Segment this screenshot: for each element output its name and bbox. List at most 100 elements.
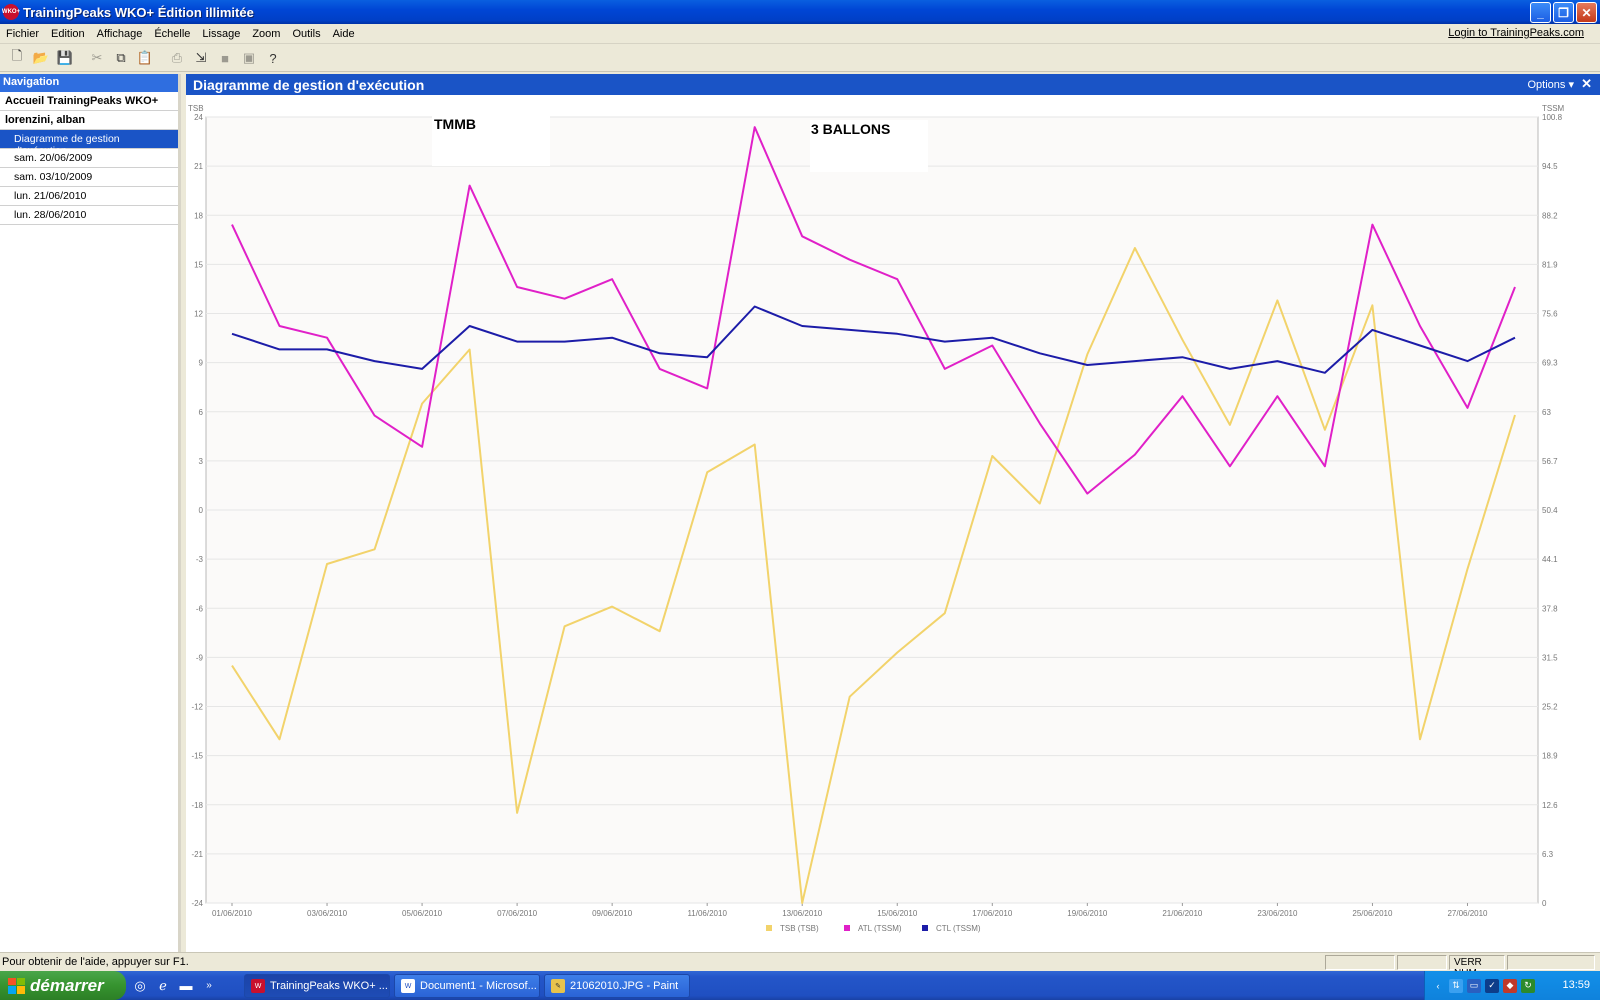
y2-tick-label: 18.9	[1542, 752, 1558, 761]
y2-tick-label: 6.3	[1542, 850, 1554, 859]
y-tick-label: 12	[194, 310, 203, 319]
y-tick-label: -15	[191, 752, 203, 761]
legend-swatch	[844, 925, 850, 931]
y2-tick-label: 88.2	[1542, 211, 1558, 220]
antivirus-icon[interactable]: ✓	[1485, 978, 1499, 993]
y-tick-label: 21	[194, 162, 203, 171]
internet-explorer-icon[interactable]: ℯ	[159, 977, 167, 993]
security-icon[interactable]: ◆	[1503, 978, 1517, 993]
start-label: démarrer	[30, 975, 104, 995]
x-tick-label: 23/06/2010	[1257, 909, 1298, 918]
taskbar: démarrer ◎ ℯ ▬ » W TrainingPeaks WKO+ ..…	[0, 971, 1600, 1000]
series-line-atl	[231, 126, 1516, 495]
tray-arrow-icon[interactable]: ‹	[1436, 980, 1440, 991]
y-tick-label: 6	[199, 408, 204, 417]
restore-button[interactable]: ❐	[1553, 2, 1574, 23]
x-tick-label: 05/06/2010	[402, 909, 443, 918]
navigation-title: Navigation	[0, 74, 178, 92]
nav-home[interactable]: Accueil TrainingPeaks WKO+	[0, 92, 178, 111]
legend-label: CTL (TSSM)	[936, 924, 981, 933]
export-icon[interactable]: ⇲	[195, 50, 207, 65]
legend-label: ATL (TSSM)	[858, 924, 902, 933]
task-label: 21062010.JPG - Paint	[570, 980, 679, 992]
menu-edition[interactable]: Edition	[51, 27, 85, 40]
menu-bar: Fichier Edition Affichage Échelle Lissag…	[0, 24, 1600, 44]
task-word-document[interactable]: W Document1 - Microsof...	[394, 974, 540, 998]
word-icon: W	[401, 979, 415, 993]
cut-icon[interactable]: ✂	[91, 50, 103, 65]
task-label: Document1 - Microsof...	[420, 980, 537, 992]
status-bar: Pour obtenir de l'aide, appuyer sur F1. …	[0, 952, 1600, 979]
folder-icon[interactable]: ▬	[179, 978, 193, 993]
x-tick-label: 27/06/2010	[1447, 909, 1488, 918]
x-tick-label: 13/06/2010	[782, 909, 823, 918]
close-panel-icon[interactable]: ✕	[1581, 76, 1592, 91]
annotation-3-ballons: 3 BALLONS	[811, 121, 891, 137]
options-menu[interactable]: Options ▾	[1527, 79, 1575, 91]
y2-tick-label: 69.3	[1542, 359, 1558, 368]
chart-panel: Diagramme de gestion d'exécution Options…	[186, 74, 1600, 952]
y2-tick-label: 100.8	[1542, 113, 1563, 122]
y2-tick-label: 50.4	[1542, 506, 1558, 515]
x-tick-label: 21/06/2010	[1162, 909, 1203, 918]
performance-chart[interactable]: -24 0 -21 6.3 -18 12.6 -15 18.9 -12 25.2 -9 31.5 -6 3…	[186, 95, 1600, 952]
app-logo-icon: WKO+	[2, 4, 20, 20]
nav-item-date[interactable]: lun. 21/06/2010	[0, 187, 178, 206]
x-tick-label: 01/06/2010	[212, 909, 253, 918]
chart-panel-header: Diagramme de gestion d'exécution Options…	[186, 74, 1600, 95]
stop-icon[interactable]: ■	[221, 50, 229, 66]
close-button[interactable]: ✕	[1576, 2, 1597, 23]
y2-tick-label: 94.5	[1542, 162, 1558, 171]
monitor-icon[interactable]: ▭	[1467, 978, 1481, 993]
y2-axis-label: TSSM	[1542, 104, 1565, 113]
print-icon[interactable]: ⎙	[171, 50, 183, 65]
menu-outils[interactable]: Outils	[292, 27, 321, 40]
nav-item-date[interactable]: sam. 20/06/2009	[0, 149, 178, 168]
login-link[interactable]: Login to TrainingPeaks.com	[1448, 27, 1584, 39]
paste-icon[interactable]: 📋	[136, 50, 154, 65]
task-paint[interactable]: ✎ 21062010.JPG - Paint	[544, 974, 690, 998]
menu-aide[interactable]: Aide	[332, 27, 355, 40]
y-tick-label: -24	[191, 899, 203, 908]
desktop-icon[interactable]: ◎	[134, 977, 146, 993]
menu-affichage[interactable]: Affichage	[96, 27, 143, 40]
y-tick-label: -6	[196, 604, 204, 613]
annotation-box	[432, 114, 550, 166]
start-button[interactable]: démarrer	[0, 971, 126, 1000]
more-quicklaunch-icon[interactable]: »	[206, 980, 212, 991]
y-tick-label: -18	[191, 801, 203, 810]
network-icon[interactable]: ⇅	[1449, 978, 1463, 993]
x-tick-label: 03/06/2010	[307, 909, 348, 918]
copy-icon[interactable]: ⧉	[116, 50, 126, 65]
menu-echelle[interactable]: Échelle	[154, 27, 191, 40]
nav-item-performance-chart[interactable]: Diagramme de gestion d'exécution	[0, 130, 178, 157]
x-tick-label: 25/06/2010	[1352, 909, 1393, 918]
y2-tick-label: 37.8	[1542, 604, 1558, 613]
new-file-icon[interactable]: 🗋	[11, 48, 23, 63]
y-tick-label: -3	[196, 555, 204, 564]
help-icon[interactable]: ?	[269, 50, 277, 66]
title-bar: WKO+ TrainingPeaks WKO+ Édition illimité…	[0, 0, 1600, 24]
y2-tick-label: 81.9	[1542, 260, 1558, 269]
update-icon[interactable]: ↻	[1521, 978, 1535, 993]
y2-tick-label: 25.2	[1542, 703, 1558, 712]
toolbar: 🗋 📂 💾 ✂ ⧉ 📋 ⎙ ⇲ ■ ▣ ?	[0, 45, 1600, 72]
nav-item-date[interactable]: lun. 28/06/2010	[0, 206, 178, 225]
chart-panel-title: Diagramme de gestion d'exécution	[193, 76, 425, 93]
square-icon[interactable]: ▣	[242, 50, 256, 65]
y2-tick-label: 56.7	[1542, 457, 1558, 466]
menu-fichier[interactable]: Fichier	[6, 27, 40, 40]
open-folder-icon[interactable]: 📂	[32, 50, 50, 65]
menu-zoom[interactable]: Zoom	[252, 27, 281, 40]
minimize-button[interactable]: _	[1530, 2, 1551, 23]
status-panel	[1325, 955, 1395, 970]
menu-lissage[interactable]: Lissage	[202, 27, 241, 40]
y-tick-label: 15	[194, 260, 203, 269]
annotation-tmmb: TMMB	[434, 116, 476, 132]
nav-athlete[interactable]: lorenzini, alban	[0, 111, 178, 130]
task-trainingpeaks[interactable]: W TrainingPeaks WKO+ ...	[244, 974, 390, 998]
save-icon[interactable]: 💾	[56, 50, 74, 65]
legend-swatch	[766, 925, 772, 931]
clock: 13:59	[1562, 979, 1590, 991]
nav-item-date[interactable]: sam. 03/10/2009	[0, 168, 178, 187]
